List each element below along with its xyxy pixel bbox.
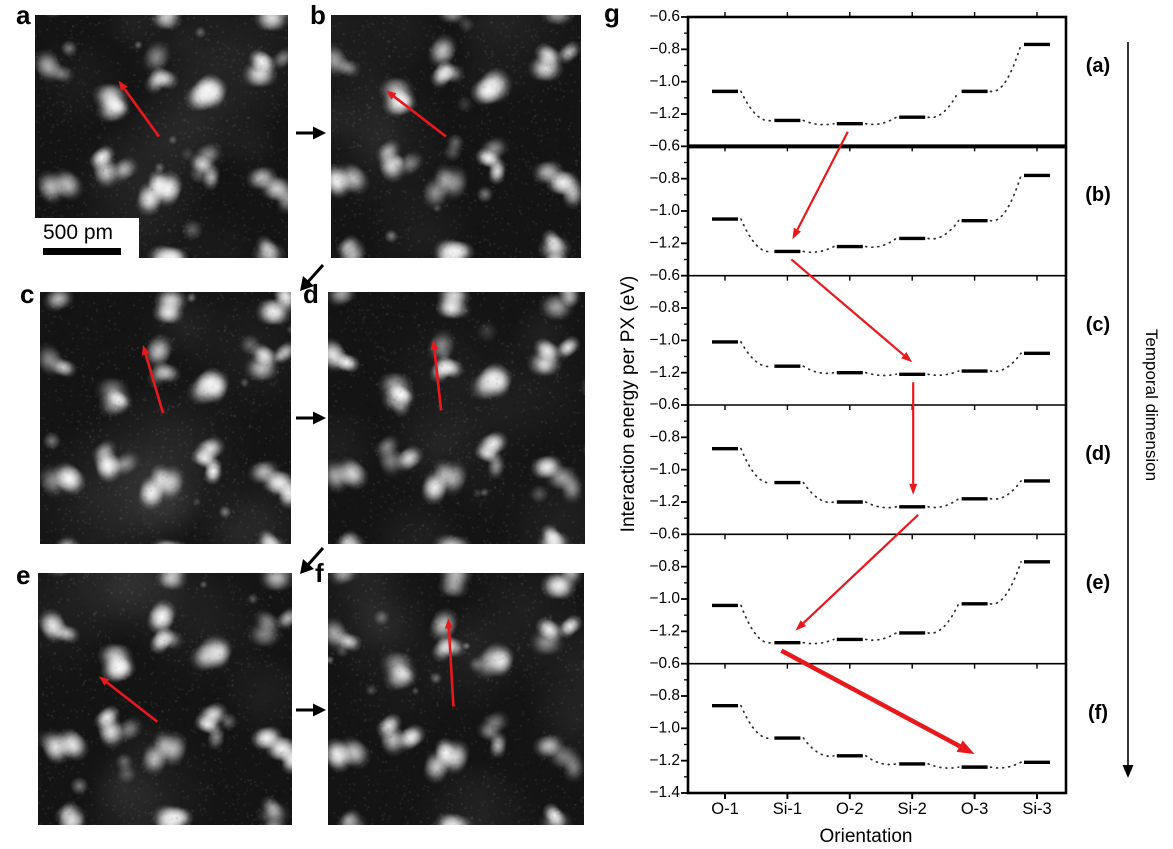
svg-text:−1.0: −1.0 [649, 73, 680, 90]
afm-image-d [328, 292, 585, 544]
svg-text:−0.6: −0.6 [649, 8, 680, 25]
x-axis-title: Orientation [819, 826, 913, 847]
svg-text:−0.8: −0.8 [649, 170, 680, 187]
svg-text:−1.0: −1.0 [649, 461, 680, 478]
svg-text:−1.0: −1.0 [649, 202, 680, 219]
sequence-arrow-right-1 [296, 126, 326, 140]
svg-text:−1.2: −1.2 [649, 752, 680, 769]
svg-text:Si-2: Si-2 [898, 800, 927, 818]
scale-bar: 500 pm [35, 218, 139, 258]
frame-label-c: c [20, 279, 35, 309]
displacement-arrow-d [430, 339, 443, 411]
displacement-arrow-f [444, 618, 455, 707]
afm-image-b [331, 15, 581, 258]
sequence-arrow-right-3 [296, 703, 326, 717]
svg-text:−0.8: −0.8 [649, 299, 680, 316]
scale-bar-line [43, 248, 121, 255]
sequence-arrow-down-left-2 [300, 547, 325, 574]
svg-text:−1.0: −1.0 [649, 590, 680, 607]
svg-text:−1.2: −1.2 [649, 364, 680, 381]
afm-frame-c [40, 292, 291, 544]
svg-text:−1.4: −1.4 [649, 784, 680, 801]
svg-text:−0.6: −0.6 [649, 137, 680, 154]
frame-label-a: a [16, 0, 31, 30]
svg-text:−1.2: −1.2 [649, 622, 680, 639]
afm-frame-b [331, 15, 581, 258]
displacement-arrow-e [98, 676, 159, 723]
afm-frame-d [328, 292, 585, 544]
frame-label-f: f [315, 558, 324, 588]
subpanel-label-a: (a) [1085, 55, 1111, 77]
afm-image-f [328, 573, 584, 825]
displacement-arrow-c [141, 344, 165, 414]
svg-text:O-1: O-1 [711, 800, 739, 818]
sequence-arrow-down-left-1 [300, 264, 325, 291]
afm-frame-e [38, 573, 292, 825]
svg-text:−0.8: −0.8 [649, 558, 680, 575]
subpanel-label-b: (b) [1085, 184, 1111, 206]
svg-text:−0.6: −0.6 [649, 396, 680, 413]
displacement-arrow-b [386, 90, 447, 138]
sequence-arrow-right-2 [296, 411, 326, 425]
afm-frame-a: 500 pm [35, 15, 288, 258]
frame-label-g: g [604, 0, 620, 28]
subpanel-label-d: (d) [1085, 443, 1111, 465]
afm-image-c [40, 292, 291, 544]
displacement-arrow-a [118, 80, 161, 138]
subpanel-label-c: (c) [1085, 314, 1111, 336]
y-axis-title: Interaction energy per PX (eV) [618, 275, 639, 533]
svg-text:−0.8: −0.8 [649, 687, 680, 704]
svg-text:−0.6: −0.6 [649, 267, 680, 284]
svg-text:O-3: O-3 [961, 800, 989, 818]
frame-label-e: e [16, 560, 31, 590]
svg-text:−1.2: −1.2 [649, 234, 680, 251]
svg-text:Si-1: Si-1 [773, 800, 802, 818]
svg-text:Si-3: Si-3 [1022, 800, 1051, 818]
svg-text:O-2: O-2 [836, 800, 864, 818]
afm-image-e [38, 573, 292, 825]
svg-text:−0.6: −0.6 [649, 655, 680, 672]
svg-text:−1.0: −1.0 [649, 331, 680, 348]
temporal-dimension-label: Temporal dimension [1142, 328, 1161, 482]
svg-text:−0.8: −0.8 [649, 40, 680, 57]
svg-text:−0.6: −0.6 [649, 525, 680, 542]
svg-text:−1.0: −1.0 [649, 719, 680, 736]
frame-label-b: b [310, 0, 326, 30]
subpanel-label-e: (e) [1085, 572, 1111, 594]
svg-text:−1.2: −1.2 [649, 105, 680, 122]
subpanel-label-f: (f) [1088, 702, 1108, 724]
afm-image-a [35, 15, 288, 258]
svg-text:−1.2: −1.2 [649, 493, 680, 510]
scale-bar-label: 500 pm [43, 221, 114, 244]
svg-text:−0.8: −0.8 [649, 428, 680, 445]
afm-frame-f [328, 573, 584, 825]
